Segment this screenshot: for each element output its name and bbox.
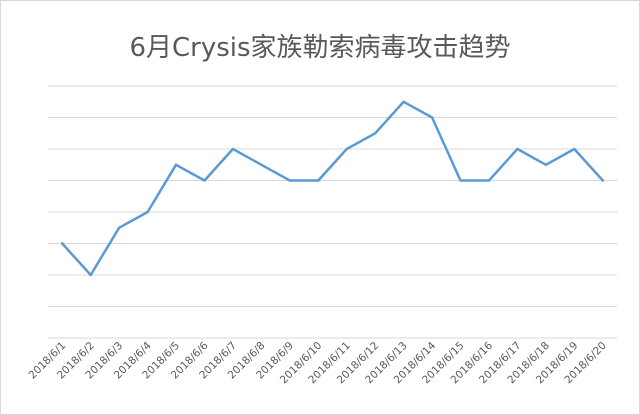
data-point [260,163,263,166]
data-point [373,132,377,135]
data-point [430,116,434,119]
data-point [573,147,576,151]
data-point [402,100,405,103]
data-point [317,179,320,182]
data-point [345,147,348,151]
data-point [288,179,292,182]
series-layer [60,100,605,277]
data-point [516,147,519,151]
gridlines [48,85,617,307]
data-point [89,273,92,277]
data-point [146,210,149,214]
data-point [601,179,604,182]
data-point [117,226,121,229]
series-line [60,100,605,277]
data-point [61,242,64,245]
data-point [459,179,462,182]
data-point [544,163,548,166]
data-point [487,179,491,182]
chart-title: 6月Crysis家族勒索病毒攻击趋势 [129,33,511,63]
data-point [203,179,206,182]
data-point [174,163,178,166]
x-tick-labels: 2018/6/12018/6/22018/6/32018/6/42018/6/5… [27,339,609,386]
data-point [231,147,235,151]
